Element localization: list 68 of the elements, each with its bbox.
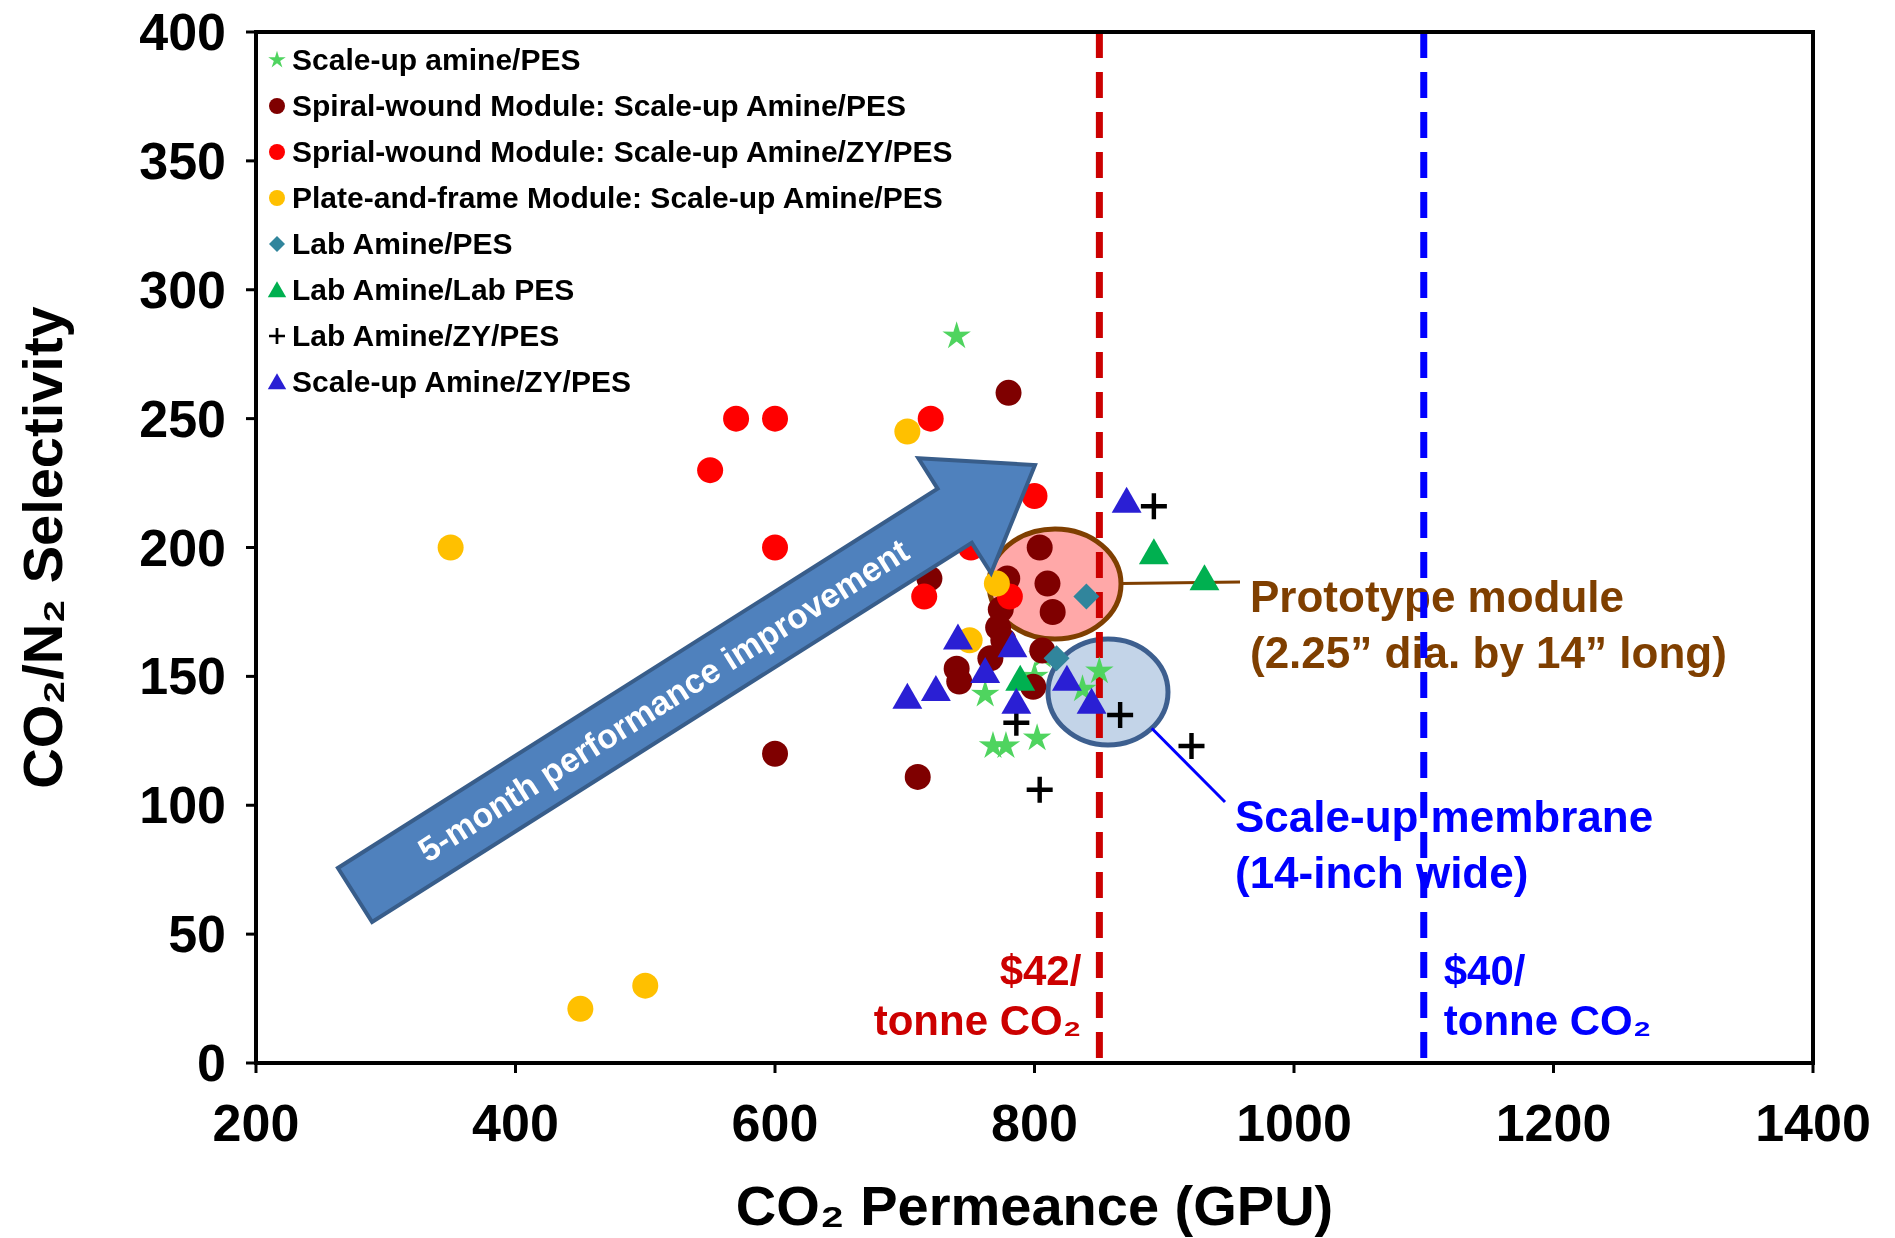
point [943,623,973,650]
x-tick-label: 1200 [1495,1094,1612,1152]
point [437,534,464,561]
point [1076,687,1107,714]
legend-label: Lab Amine/Lab PES [292,273,575,306]
point [1111,486,1142,513]
legend-label: Plate-and-frame Module: Scale-up Amine/PES [292,181,943,214]
legend-label: Scale-up amine/PES [292,43,581,76]
y-tick-label: 50 [168,905,226,964]
legend-label: Scale-up Amine/ZY/PES [292,365,631,398]
point [1026,534,1053,561]
point [1026,776,1053,803]
point [1039,598,1066,625]
y-tick-label: 0 [197,1034,226,1092]
legend-label: Lab Amine/PES [292,227,513,260]
point [1138,538,1169,565]
legend-label: Lab Amine/ZY/PES [292,319,560,352]
y-tick-label: 300 [139,260,226,319]
x-tick-label: 800 [991,1094,1078,1152]
x-tick-label: 200 [212,1094,300,1152]
point [892,682,923,709]
point [723,405,750,432]
x-tick-label: 1000 [1236,1094,1352,1152]
y-tick-label: 200 [139,518,226,577]
x-tick-label: 400 [472,1094,559,1152]
point [1189,564,1220,591]
point [1140,493,1167,520]
point [983,570,1010,597]
ref-line-label: $42/ tonne CO₂ [873,947,1082,1044]
point [1107,702,1134,729]
point [762,740,788,767]
point [917,405,944,432]
point [942,321,971,349]
point [995,379,1022,406]
point [970,656,1001,683]
x-axis-title: CO₂ Permeance (GPU) [735,1174,1334,1237]
x-tick-label: 600 [731,1094,819,1152]
y-tick-label: 100 [139,776,226,835]
point [762,405,788,432]
point [632,972,659,999]
point [1034,570,1061,597]
ref-line-label: $40/ tonne CO₂ [1443,947,1652,1044]
y-tick-label: 250 [139,389,226,448]
point [567,995,594,1022]
y-tick-label: 400 [139,3,226,61]
point [1022,723,1052,751]
point [1085,656,1114,684]
point [1043,645,1070,672]
point [1021,482,1048,509]
point [894,418,921,445]
y-axis-title: CO₂/N₂ Selectivity [11,306,74,789]
legend-label: Sprial-wound Module: Scale-up Amine/ZY/PES [292,135,953,168]
x-tick-label: 1400 [1755,1094,1871,1152]
point [697,457,724,484]
y-tick-label: 150 [139,647,226,706]
point [904,763,931,790]
point [1005,664,1036,691]
annotation: Prototype module (2.25” dia. by 14” long) [1250,572,1727,677]
point [911,583,938,610]
point [1178,732,1205,759]
point [920,674,951,701]
point [1073,583,1100,610]
point [997,631,1028,658]
annotation: Scale-up membrane (14-inch wide) [1235,792,1654,897]
point [1001,687,1032,714]
legend-label: Spiral-wound Module: Scale-up Amine/PES [292,89,906,122]
point [1051,664,1082,691]
y-tick-label: 350 [139,131,226,190]
